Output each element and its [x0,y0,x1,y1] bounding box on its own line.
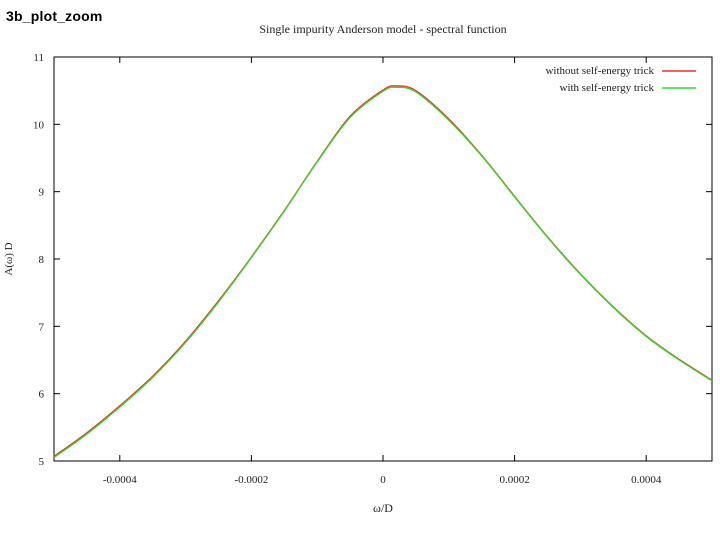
plot-frame [53,56,713,462]
x-axis-ticks: -0.0004 -0.0002 0 0.0002 0.0004 [103,57,662,486]
legend-label-2: with self-energy trick [560,82,655,94]
x-tick-label: 0.0004 [631,474,662,486]
y-tick-label: 8 [39,254,45,266]
series-lines [53,85,713,459]
y-tick-label: 7 [39,321,45,333]
x-tick-label: -0.0004 [103,474,137,486]
series-line-1 [53,85,713,457]
y-tick-label: 10 [33,119,45,131]
y-axis-ticks: 5 6 7 8 9 10 11 [33,52,712,468]
legend: without self-energy trick with self-energ… [545,65,696,94]
y-tick-label: 5 [39,456,45,468]
x-axis-label: ω/D [373,501,393,515]
y-tick-label: 11 [33,52,44,64]
slide-title: 3b_plot_zoom [6,8,103,24]
x-tick-label: 0 [380,474,386,486]
x-tick-label: 0.0002 [499,474,529,486]
y-tick-label: 6 [39,389,45,401]
y-tick-label: 9 [39,187,45,199]
series-line-2 [53,86,713,459]
chart-title: Single impurity Anderson model - spectra… [259,22,506,36]
x-tick-label: -0.0002 [234,474,268,486]
y-axis-label: A(ω) D [3,242,15,275]
legend-label-1: without self-energy trick [545,65,654,77]
